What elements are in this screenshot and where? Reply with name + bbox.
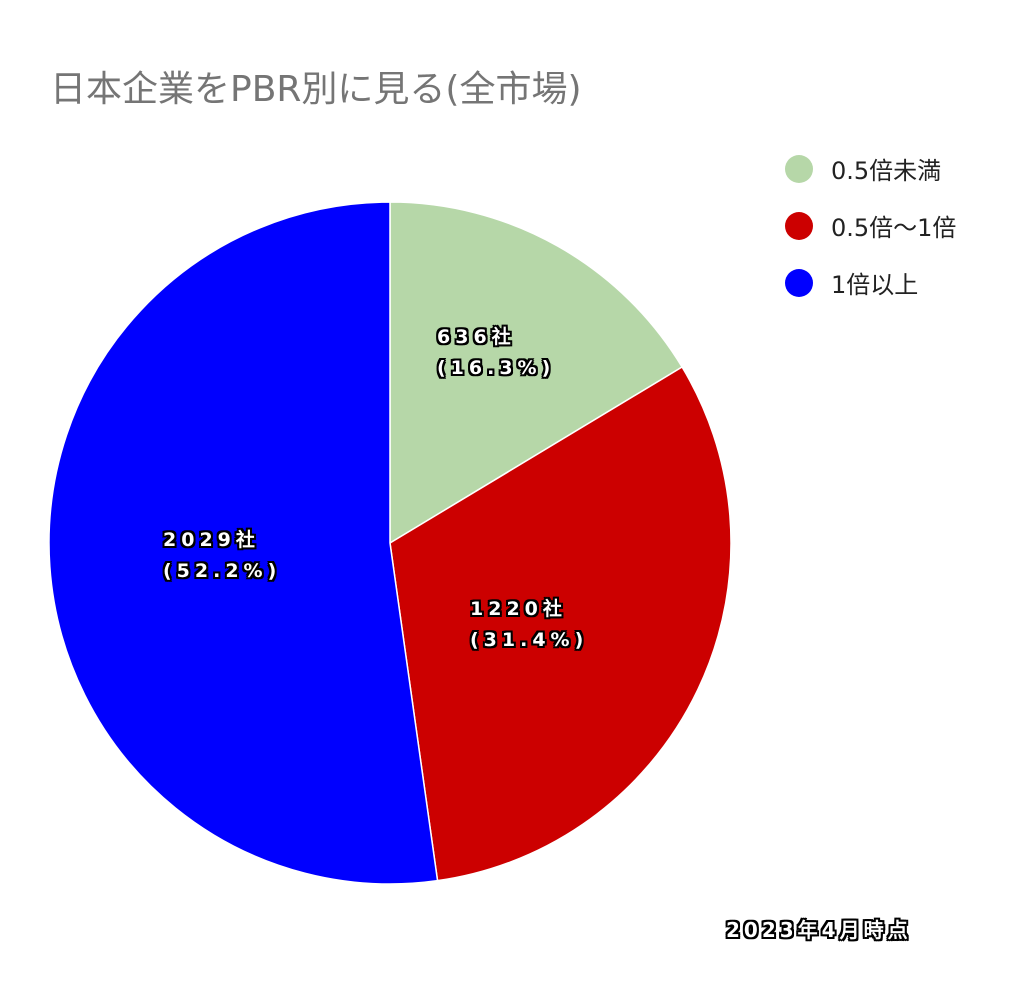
legend-swatch (785, 211, 813, 240)
chart-title: 日本企業をPBR別に見る(全市場) (50, 69, 582, 110)
legend-item: 1倍以上 (785, 254, 956, 311)
slice-label-percent: (31.4%) (470, 629, 589, 651)
legend-item: 0.5倍〜1倍 (785, 197, 956, 254)
date-annotation: 2023年4月時点 (726, 918, 912, 942)
legend-label: 0.5倍未満 (831, 157, 942, 185)
slice-label-under-0-5x: 636社 (16.3%) (437, 322, 555, 384)
legend-swatch (785, 268, 813, 297)
slice-label-count: 2029社 (163, 529, 260, 551)
legend-label: 0.5倍〜1倍 (831, 214, 957, 242)
slice-label-count: 1220社 (470, 598, 567, 620)
slice-label-percent: (52.2%) (163, 560, 282, 582)
slice-label-0-5x-to-1x: 1220社 (31.4%) (470, 594, 588, 656)
pie-slice-0 (389, 201, 684, 545)
legend-label: 1倍以上 (831, 271, 919, 299)
legend: 0.5倍未満 0.5倍〜1倍 1倍以上 (785, 140, 956, 311)
pie-slice-2 (48, 201, 439, 885)
slice-label-count: 636社 (437, 326, 516, 348)
slice-label-percent: (16.3%) (437, 357, 556, 379)
slice-label-over-1x: 2029社 (52.2%) (163, 525, 281, 587)
pie-slice-1 (389, 366, 732, 882)
legend-item: 0.5倍未満 (785, 140, 956, 197)
legend-swatch (785, 154, 813, 183)
